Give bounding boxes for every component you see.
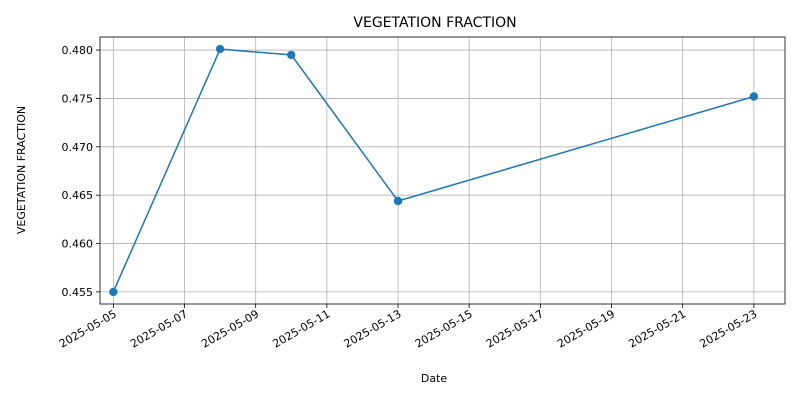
x-axis-ticks: 2025-05-05 2025-05-07 2025-05-09 2025-05-11… (57, 304, 759, 351)
y-tick-label: 0.465 (62, 189, 94, 202)
chart-title: VEGETATION FRACTION (353, 15, 516, 31)
data-point (749, 92, 759, 101)
y-axis-ticks: 0.455 0.460 0.465 0.470 0.475 0.480 (62, 44, 100, 299)
data-point (109, 287, 118, 297)
data-point (287, 50, 296, 60)
x-tick-label: 2025-05-23 (697, 307, 759, 350)
y-axis-label: VEGETATION FRACTION (15, 106, 28, 234)
y-tick-label: 0.470 (62, 141, 94, 154)
x-tick-label: 2025-05-17 (484, 307, 546, 350)
x-tick-label: 2025-05-09 (199, 307, 261, 350)
x-tick-label: 2025-05-15 (413, 307, 475, 350)
data-point (215, 44, 225, 54)
x-axis-label: Date (421, 372, 448, 385)
series-line (112, 48, 755, 293)
x-tick-label: 2025-05-13 (342, 307, 404, 350)
x-tick-label: 2025-05-11 (270, 307, 332, 350)
y-tick-label: 0.475 (62, 92, 94, 105)
data-point (393, 196, 403, 206)
x-tick-label: 2025-05-21 (626, 307, 688, 350)
plot-frame (99, 36, 786, 305)
y-tick-label: 0.455 (62, 286, 94, 299)
x-tick-label: 2025-05-05 (57, 307, 119, 350)
x-tick-label: 2025-05-07 (128, 307, 190, 350)
data-points (109, 44, 759, 297)
y-tick-label: 0.480 (62, 44, 94, 57)
x-tick-label: 2025-05-19 (555, 307, 617, 350)
grid (100, 37, 785, 304)
y-tick-label: 0.460 (62, 238, 94, 251)
